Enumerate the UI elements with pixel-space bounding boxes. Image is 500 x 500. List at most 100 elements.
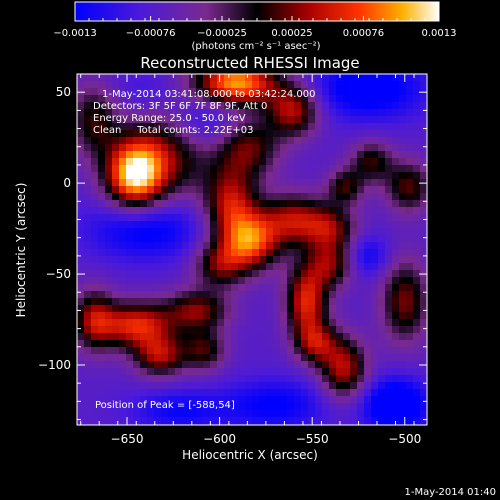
heatmap-cell <box>98 312 106 320</box>
heatmap-cell <box>189 396 197 404</box>
heatmap-cell <box>357 172 365 180</box>
heatmap-cell <box>189 165 197 173</box>
heatmap-cell <box>322 319 330 327</box>
heatmap-cell <box>329 382 337 390</box>
heatmap-cell <box>133 179 141 187</box>
heatmap-cell <box>84 95 92 103</box>
heatmap-cell <box>259 102 267 110</box>
heatmap-cell <box>273 417 281 425</box>
heatmap-cell <box>154 102 162 110</box>
heatmap-cell <box>406 144 414 152</box>
heatmap-cell <box>273 242 281 250</box>
heatmap-cell <box>252 200 260 208</box>
heatmap-cell <box>294 291 302 299</box>
heatmap-cell <box>406 179 414 187</box>
heatmap-cell <box>112 354 120 362</box>
heatmap-cell <box>315 186 323 194</box>
heatmap-cell <box>224 368 232 376</box>
heatmap-cell <box>378 326 386 334</box>
heatmap-cell <box>413 221 421 229</box>
x-axis-ticks: −650 −600 −550 −500 <box>80 74 421 446</box>
heatmap-cell <box>420 396 428 404</box>
heatmap-cell <box>378 221 386 229</box>
heatmap-cell <box>343 340 351 348</box>
heatmap-cell <box>322 340 330 348</box>
heatmap-cell <box>175 81 183 89</box>
heatmap-cell <box>224 382 232 390</box>
heatmap-cell <box>182 354 190 362</box>
heatmap-cell <box>343 123 351 131</box>
heatmap-cell <box>140 396 148 404</box>
heatmap-cell <box>84 333 92 341</box>
heatmap-cell <box>252 368 260 376</box>
heatmap-cell <box>322 81 330 89</box>
heatmap-cell <box>280 417 288 425</box>
heatmap-cell <box>119 312 127 320</box>
heatmap-cell <box>343 326 351 334</box>
heatmap-cell <box>280 270 288 278</box>
heatmap-cell <box>77 326 85 334</box>
heatmap-cell <box>357 284 365 292</box>
heatmap-cell <box>147 403 155 411</box>
heatmap-cell <box>329 172 337 180</box>
heatmap-cell <box>336 263 344 271</box>
heatmap-cell <box>364 354 372 362</box>
heatmap-cell <box>357 326 365 334</box>
heatmap-cell <box>273 151 281 159</box>
heatmap-cell <box>147 88 155 96</box>
heatmap-cell <box>140 340 148 348</box>
heatmap-cell <box>420 193 428 201</box>
heatmap-cell <box>357 389 365 397</box>
heatmap-cell <box>399 256 407 264</box>
heatmap-cell <box>399 291 407 299</box>
heatmap-cell <box>287 116 295 124</box>
heatmap-cell <box>217 200 225 208</box>
heatmap-cell <box>98 235 106 243</box>
heatmap-cell <box>287 130 295 138</box>
heatmap-cell <box>140 277 148 285</box>
heatmap-cell <box>364 326 372 334</box>
heatmap-cell <box>210 277 218 285</box>
heatmap-cell <box>259 81 267 89</box>
heatmap-cell <box>273 382 281 390</box>
heatmap-cell <box>378 249 386 257</box>
heatmap-cell <box>147 172 155 180</box>
heatmap-cell <box>343 368 351 376</box>
heatmap-cell <box>308 333 316 341</box>
heatmap-cell <box>182 396 190 404</box>
heatmap-cell <box>259 221 267 229</box>
heatmap-cell <box>168 319 176 327</box>
heatmap-cell <box>91 361 99 369</box>
heatmap-cell <box>259 186 267 194</box>
heatmap-cell <box>112 137 120 145</box>
heatmap-cell <box>203 354 211 362</box>
heatmap-cell <box>224 242 232 250</box>
heatmap-cell <box>119 221 127 229</box>
heatmap-cell <box>259 88 267 96</box>
heatmap-cell <box>147 389 155 397</box>
heatmap-cell <box>84 228 92 236</box>
heatmap-cell <box>105 228 113 236</box>
heatmap-cell <box>308 263 316 271</box>
heatmap-cell <box>154 333 162 341</box>
heatmap-cell <box>161 235 169 243</box>
heatmap-cell <box>266 347 274 355</box>
heatmap-cell <box>308 235 316 243</box>
heatmap-cell <box>392 172 400 180</box>
heatmap-cell <box>77 193 85 201</box>
heatmap-cell <box>301 151 309 159</box>
heatmap-cell <box>161 284 169 292</box>
heatmap-cell <box>294 319 302 327</box>
heatmap-cell <box>329 410 337 418</box>
heatmap-cell <box>161 361 169 369</box>
annotation-clean-counts: Clean Total counts: 2.22E+03 <box>93 125 253 136</box>
heatmap-cell <box>133 144 141 152</box>
heatmap-cell <box>238 137 246 145</box>
heatmap-cell <box>161 172 169 180</box>
heatmap-cell <box>168 235 176 243</box>
heatmap-cell <box>231 319 239 327</box>
heatmap-cell <box>287 354 295 362</box>
heatmap-cell <box>175 151 183 159</box>
heatmap-cell <box>287 193 295 201</box>
heatmap-cell <box>385 340 393 348</box>
